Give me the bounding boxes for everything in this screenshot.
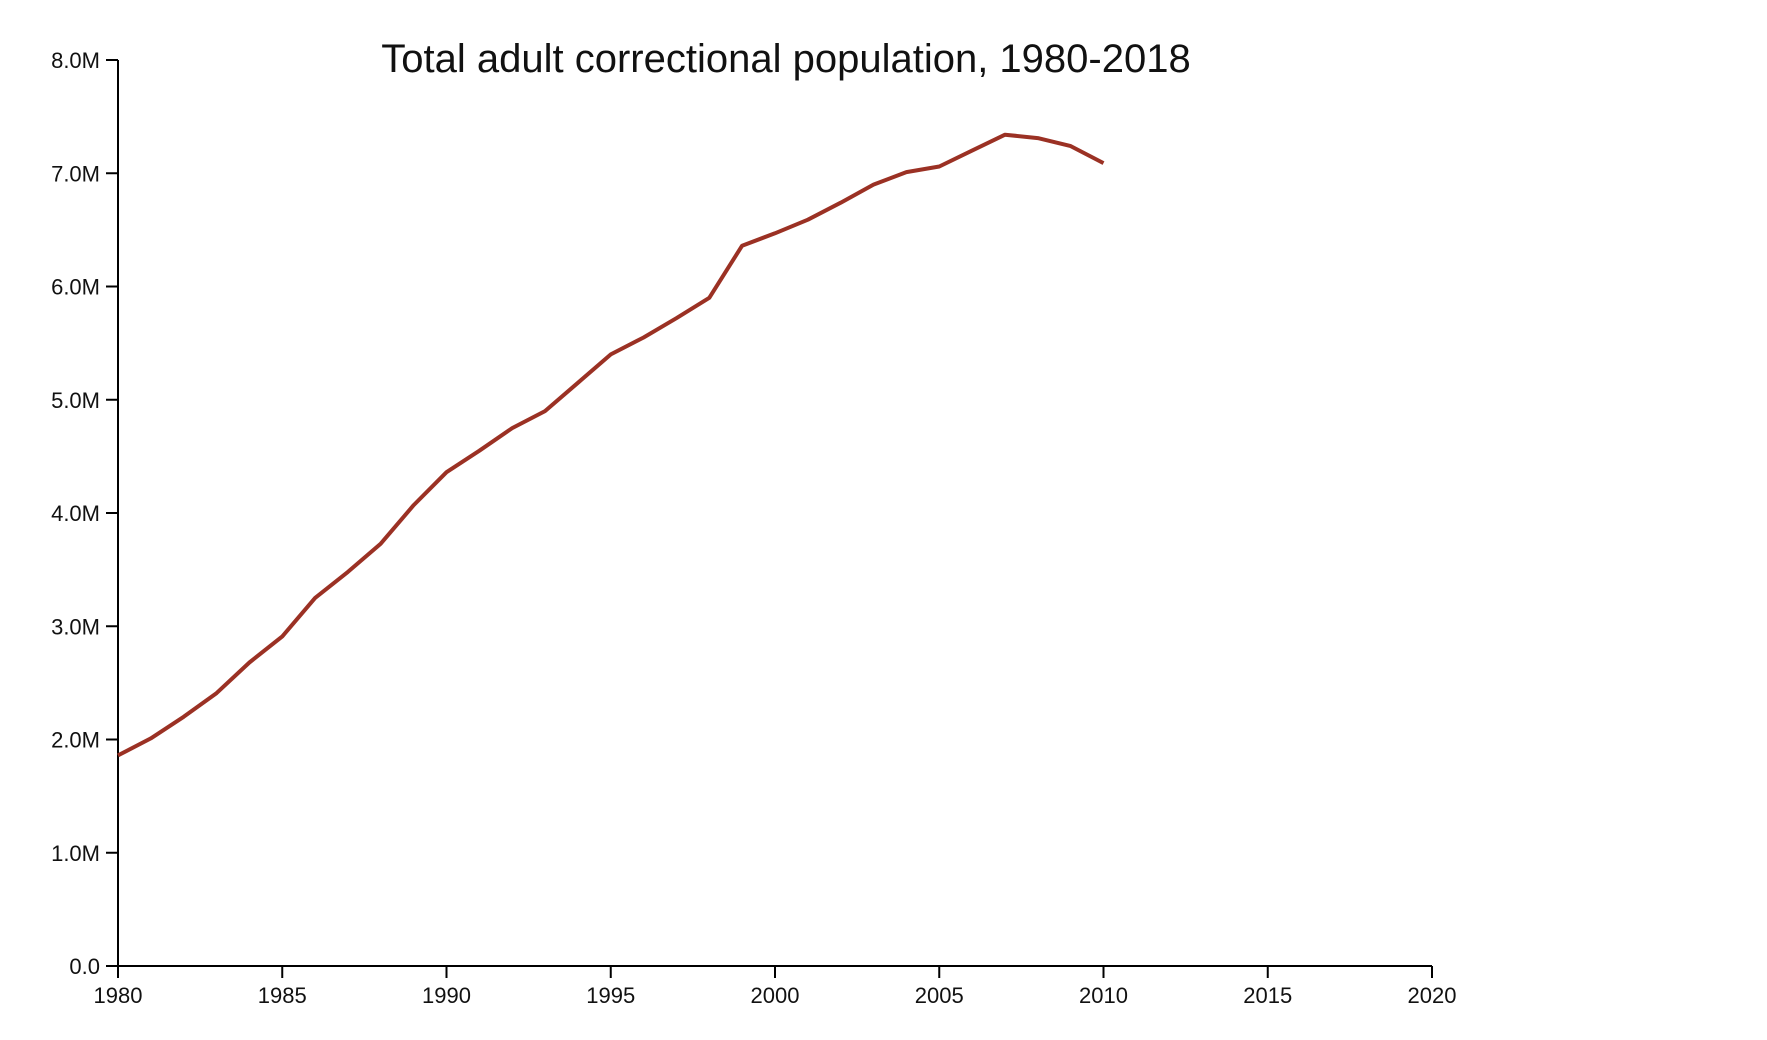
y-tick-label: 2.0M xyxy=(51,728,100,753)
x-tick-label: 1985 xyxy=(258,983,307,1008)
series-layer xyxy=(117,132,1105,758)
y-tick-label: 3.0M xyxy=(51,614,100,639)
series-line xyxy=(117,132,1105,758)
y-tick-label: 7.0M xyxy=(51,161,100,186)
y-tick-label: 6.0M xyxy=(51,275,100,300)
x-tick-label: 2000 xyxy=(751,983,800,1008)
y-axis: 0.0 1.0M 2.0M 3.0M 4.0M 5.0M 6.0M 7.0M 8.0M xyxy=(51,48,119,979)
x-tick-label: 2005 xyxy=(915,983,964,1008)
x-tick-label: 2020 xyxy=(1408,983,1457,1008)
y-tick-label: 0.0 xyxy=(69,954,100,979)
x-axis: 1980 1985 1990 1995 2000 2005 2010 2015 2020 xyxy=(94,965,1457,1008)
y-tick-label: 5.0M xyxy=(51,388,100,413)
x-tick-label: 1995 xyxy=(586,983,635,1008)
y-tick-label: 4.0M xyxy=(51,501,100,526)
x-tick-label: 2015 xyxy=(1243,983,1292,1008)
x-tick-label: 2010 xyxy=(1079,983,1128,1008)
x-tick-label: 1990 xyxy=(422,983,471,1008)
x-tick-label: 1980 xyxy=(94,983,143,1008)
y-tick-label: 1.0M xyxy=(51,841,100,866)
chart-title: Total adult correctional population, 198… xyxy=(381,37,1190,81)
y-tick-label: 8.0M xyxy=(51,48,100,73)
